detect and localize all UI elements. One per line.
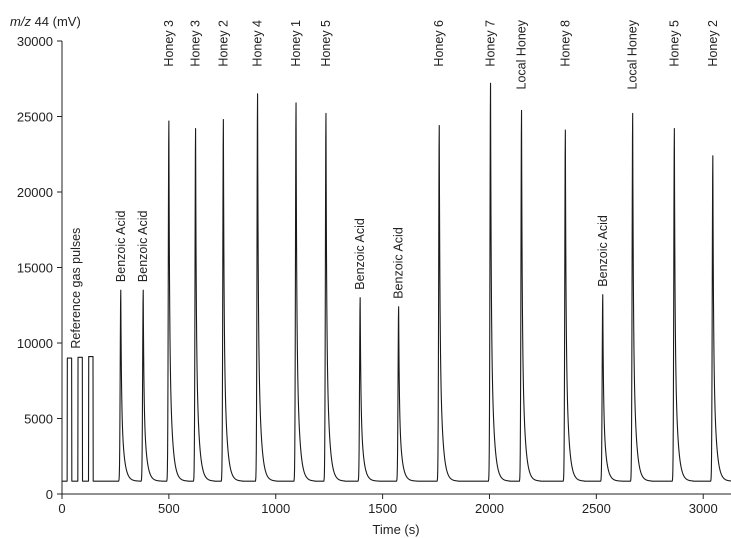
reference-pulses-label: Reference gas pulses (69, 228, 83, 349)
y-axis-title: m/z 44 (mV) (10, 14, 81, 29)
peak-label: Honey 2 (706, 20, 720, 67)
peak-label: Benzoic Acid (114, 210, 128, 282)
peak-label: Honey 7 (484, 20, 498, 67)
peak-labels: Benzoic Acid Benzoic Acid Honey 3 Honey 3 Ho… (69, 19, 720, 348)
x-tick-label: 500 (158, 501, 180, 516)
y-axis-title-italic: m/z (10, 14, 31, 29)
peak-label: Honey 2 (216, 20, 230, 67)
y-tick-label: 15000 (17, 261, 53, 276)
peak-label: Honey 8 (558, 20, 572, 67)
peak-label: Honey 1 (289, 20, 303, 67)
peak-label: Local Honey (626, 19, 640, 89)
y-tick-label: 20000 (17, 185, 53, 200)
peak-label: Benzoic Acid (392, 227, 406, 299)
x-tick-label: 2000 (475, 501, 504, 516)
peak-label: Benzoic Acid (596, 215, 610, 287)
y-axis-title-units: 44 (mV) (31, 14, 81, 29)
x-axis-title: Time (s) (372, 522, 419, 537)
y-tick-label: 25000 (17, 110, 53, 125)
y-tick-label: 5000 (24, 412, 53, 427)
x-tick-label: 3000 (689, 501, 718, 516)
peak-label: Honey 4 (251, 20, 265, 67)
signal-trace (61, 82, 731, 482)
peak-label: Honey 5 (667, 20, 681, 67)
peak-label: Benzoic Acid (136, 210, 150, 282)
x-tick-label: 1500 (368, 501, 397, 516)
peak-label: Honey 5 (319, 20, 333, 67)
x-tick-label: 0 (58, 501, 65, 516)
y-tick-label: 10000 (17, 336, 53, 351)
peak-label: Honey 6 (432, 20, 446, 67)
peak-label: Honey 3 (189, 20, 203, 67)
x-tick-label: 1000 (261, 501, 290, 516)
y-tick-label: 30000 (17, 34, 53, 49)
peak-label: Honey 3 (162, 20, 176, 67)
x-tick-label: 2500 (582, 501, 611, 516)
y-tick-label: 0 (46, 487, 53, 502)
peak-label: Local Honey (515, 19, 529, 89)
axis-ticks: 0 500 1000 1500 2000 2500 30000500010000150002… (17, 34, 718, 516)
peak-label: Benzoic Acid (353, 218, 367, 290)
